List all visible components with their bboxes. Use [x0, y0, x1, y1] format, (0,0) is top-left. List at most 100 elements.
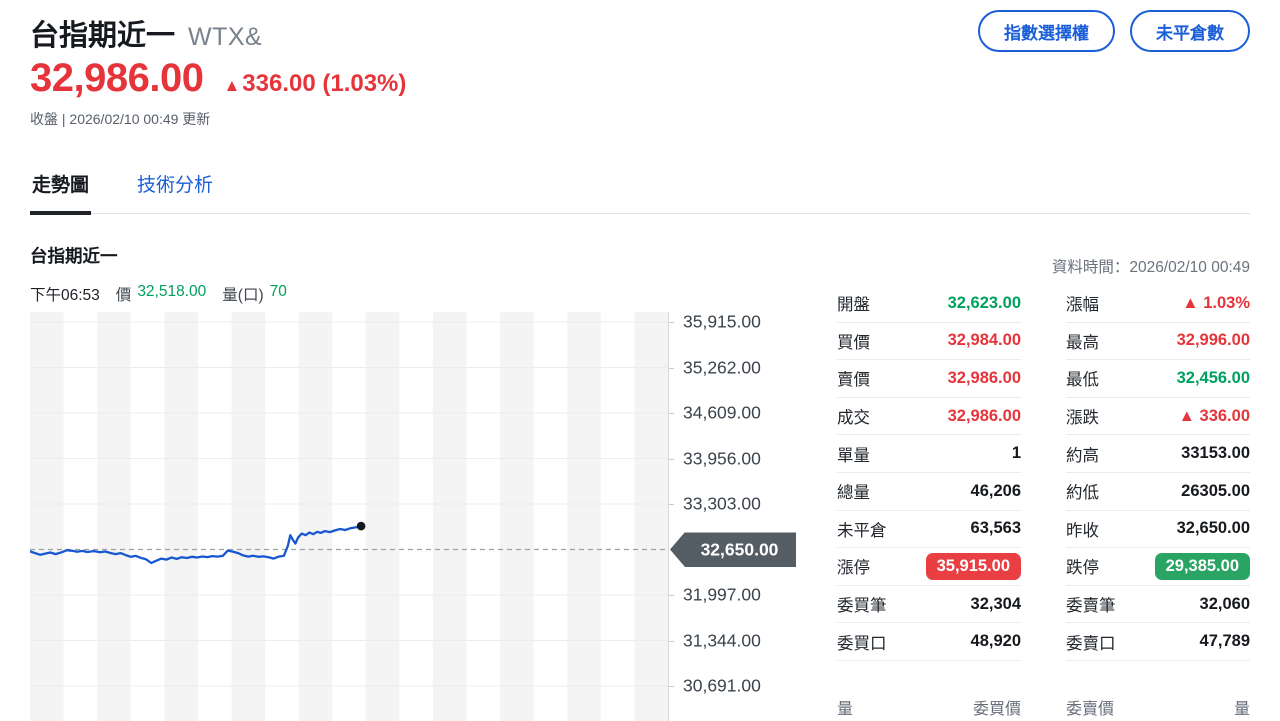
data-timestamp: 資料時間：2026/02/10 00:49 [1051, 259, 1250, 276]
price-axis: 35,915.00 35,262.00 34,609.00 33,956.00 33,3… [668, 312, 813, 721]
tick-volume-label: 量(口) [222, 287, 264, 304]
quote-value: 46,206 [970, 481, 1021, 500]
quote-label: 開盤 [837, 296, 870, 315]
quote-value: 48,920 [970, 632, 1021, 651]
quote-row: 跌停 29,385.00 [1066, 548, 1250, 586]
quote-label: 最低 [1066, 371, 1099, 390]
page-title: 台指期近一 WTX& [30, 12, 262, 54]
axis-tick-label: 33,956.00 [683, 448, 761, 469]
quote-row: 開盤 32,623.00 [837, 285, 1021, 323]
tab-technical-analysis[interactable]: 技術分析 [137, 175, 214, 196]
quote-row: 賣價 32,986.00 [837, 360, 1021, 398]
quote-value: 26305.00 [1181, 481, 1250, 500]
quote-label: 約低 [1066, 484, 1099, 503]
quote-label: 委賣口 [1066, 634, 1116, 653]
quote-label: 成交 [837, 409, 870, 428]
limit-price-badge: 29,385.00 [1154, 552, 1250, 580]
tick-time: 下午06:53 [30, 287, 100, 304]
quote-row: 買價 32,984.00 [837, 323, 1021, 361]
quote-value: 63,563 [970, 519, 1021, 538]
quote-value: 47,789 [1199, 632, 1250, 651]
quote-label: 約高 [1066, 446, 1099, 465]
axis-tick-label: 34,609.00 [683, 402, 761, 423]
quote-value: 32,456.00 [1176, 368, 1250, 387]
open-interest-button[interactable]: 未平倉數 [1130, 10, 1250, 52]
axis-tick-mark [669, 504, 674, 506]
orderbook-header-bid-price: 委買價 [972, 701, 1021, 718]
quote-row: 最低 32,456.00 [1066, 360, 1250, 398]
tick-info: 下午06:53 價 32,518.00 量(口) 70 [30, 283, 287, 305]
axis-tick-label: 35,915.00 [683, 311, 761, 332]
axis-tick-mark [669, 686, 674, 688]
up-triangle-icon: ▲ [223, 76, 241, 95]
index-options-button[interactable]: 指數選擇權 [978, 10, 1115, 52]
quote-value: 32,623.00 [947, 293, 1021, 312]
quote-row: 單量 1 [837, 435, 1021, 473]
axis-tick-label: 33,303.00 [683, 493, 761, 514]
quote-label: 委賣筆 [1066, 597, 1116, 616]
instrument-name: 台指期近一 [30, 20, 176, 52]
quote-label: 委買筆 [837, 597, 887, 616]
quote-label: 委買口 [837, 634, 887, 653]
price-change: ▲336.00 (1.03%) [223, 70, 406, 98]
quote-label: 昨收 [1066, 521, 1099, 540]
market-status-line: 收盤 | 2026/02/10 00:49 更新 [30, 111, 211, 127]
quote-row: 約高 33153.00 [1066, 435, 1250, 473]
quote-column-left: 開盤 32,623.00 買價 32,984.00 賣價 32,986.00 成交 32,98… [837, 285, 1021, 661]
quote-value: ▲ 336.00 [1178, 406, 1250, 425]
quote-row: 漲跌 ▲ 336.00 [1066, 398, 1250, 436]
instrument-symbol: WTX& [188, 23, 263, 51]
price-line [28, 524, 363, 565]
quote-row: 昨收 32,650.00 [1066, 511, 1250, 549]
tab-trend-chart[interactable]: 走勢圖 [30, 170, 92, 215]
axis-tick-label: 30,691.00 [683, 675, 761, 696]
tick-volume-value: 70 [269, 283, 287, 300]
quote-value: 32,650.00 [1176, 519, 1250, 538]
quote-row: 委買筆 32,304 [837, 586, 1021, 624]
axis-tick-mark [669, 640, 674, 642]
orderbook-header-row: 量 委買價 委賣價 量 [837, 695, 1250, 719]
quote-label: 賣價 [837, 371, 870, 390]
axis-tick-label: 31,344.00 [683, 630, 761, 651]
quote-label: 買價 [837, 333, 870, 352]
axis-tick-label: 31,997.00 [683, 584, 761, 605]
quote-label: 漲幅 [1066, 296, 1099, 315]
quote-row: 約低 26305.00 [1066, 473, 1250, 511]
orderbook-header-ask-volume: 量 [1233, 701, 1250, 718]
quote-value: 32,304 [970, 594, 1021, 613]
quote-value: 32,996.00 [1176, 331, 1250, 350]
price-row: 32,986.00 ▲336.00 (1.03%) [30, 56, 406, 101]
quote-label: 跌停 [1066, 559, 1099, 578]
limit-price-badge: 35,915.00 [925, 552, 1021, 580]
intraday-price-chart[interactable] [28, 312, 668, 721]
quote-value: 32,984.00 [947, 331, 1021, 350]
quote-row: 最高 32,996.00 [1066, 323, 1250, 361]
quote-row: 委賣筆 32,060 [1066, 586, 1250, 624]
quote-value: 32,986.00 [947, 406, 1021, 425]
tick-price-label: 價 [115, 287, 132, 304]
quote-row: 委買口 48,920 [837, 623, 1021, 661]
axis-tick-mark [669, 367, 674, 369]
quote-value: 33153.00 [1181, 444, 1250, 463]
axis-tick-mark [669, 458, 674, 460]
quote-label: 未平倉 [837, 521, 887, 540]
quote-value: 32,986.00 [947, 368, 1021, 387]
quote-label: 漲跌 [1066, 409, 1099, 428]
axis-tick-mark [669, 595, 674, 597]
axis-tick-mark [669, 322, 674, 324]
chart-canvas[interactable] [28, 312, 668, 721]
previous-close-axis-badge: 32,650.00 [670, 532, 796, 568]
quote-row: 未平倉 63,563 [837, 511, 1021, 549]
quote-row: 委賣口 47,789 [1066, 623, 1250, 661]
quote-panel: 開盤 32,623.00 買價 32,984.00 賣價 32,986.00 成交 32,98… [837, 285, 1250, 661]
quote-row: 成交 32,986.00 [837, 398, 1021, 436]
last-price-dot [356, 521, 366, 531]
quote-column-right: 漲幅 ▲ 1.03% 最高 32,996.00 最低 32,456.00 漲跌 ▲ 336.0… [1066, 285, 1250, 661]
quote-value: ▲ 1.03% [1182, 293, 1250, 312]
quote-label: 總量 [837, 484, 870, 503]
orderbook-header-bid-volume: 量 [837, 701, 854, 718]
chart-title: 台指期近一 [30, 246, 118, 266]
tick-price-value: 32,518.00 [137, 283, 207, 300]
quote-label: 單量 [837, 446, 870, 465]
price-change-text: 336.00 (1.03%) [242, 70, 407, 97]
